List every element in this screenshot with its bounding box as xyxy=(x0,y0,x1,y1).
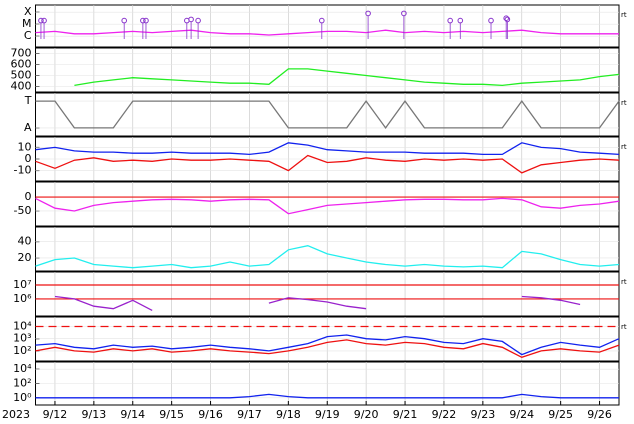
right-label: rt xyxy=(621,323,627,331)
y-tick-label: 10³ xyxy=(13,332,31,345)
x-tick-label: 9/25 xyxy=(548,408,573,421)
y-tick-label: 10⁰ xyxy=(13,391,32,404)
event-marker xyxy=(41,17,47,24)
series-line xyxy=(74,68,620,87)
x-tick-label: 9/15 xyxy=(159,408,184,421)
y-tick-label: 0 xyxy=(25,190,32,203)
event-marker xyxy=(121,17,127,24)
event-marker xyxy=(488,17,494,24)
y-tick-label: 10² xyxy=(13,344,31,357)
x-tick-label: 9/18 xyxy=(276,408,301,421)
series-line xyxy=(35,334,620,356)
x-tick-label: 9/20 xyxy=(354,408,379,421)
y-tick-label: 20 xyxy=(18,251,32,264)
event-marker xyxy=(447,17,453,24)
event-marker xyxy=(457,17,464,24)
x-tick-label: 9/13 xyxy=(81,408,106,421)
y-tick-label: 10⁴ xyxy=(13,320,32,333)
y-tick-label: 10 xyxy=(18,140,32,153)
y-tick-label: 10⁶ xyxy=(13,292,32,305)
x-axis-year: 2023 xyxy=(2,408,30,421)
y-tick-label: 10⁴ xyxy=(13,362,32,375)
y-tick-label: A xyxy=(24,121,32,134)
right-label: rt xyxy=(621,99,627,107)
x-tick-label: 9/12 xyxy=(43,408,68,421)
series-line xyxy=(54,295,581,311)
event-marker xyxy=(319,17,325,24)
y-tick-label: 700 xyxy=(11,47,32,60)
event-marker xyxy=(504,16,511,23)
y-tick-label: 0 xyxy=(25,152,32,165)
y-tick-label: -10 xyxy=(14,164,32,177)
y-tick-label: T xyxy=(24,94,32,107)
event-marker xyxy=(503,15,509,22)
y-tick-label: 600 xyxy=(11,58,32,71)
x-tick-label: 9/21 xyxy=(393,408,418,421)
series-line xyxy=(35,142,620,156)
x-tick-label: 9/14 xyxy=(120,408,145,421)
series-line xyxy=(35,99,620,130)
y-tick-label: 10⁷ xyxy=(13,278,31,291)
y-tick-label: 500 xyxy=(11,69,32,82)
event-marker xyxy=(401,10,407,17)
x-tick-label: 9/23 xyxy=(470,408,495,421)
series-line xyxy=(35,154,620,174)
event-marker xyxy=(143,17,149,24)
series-line xyxy=(35,29,619,36)
right-label: rt xyxy=(621,143,627,151)
right-label: rt xyxy=(621,11,627,19)
y-tick-label: M xyxy=(22,17,32,30)
y-tick-label: X xyxy=(24,5,32,18)
event-marker xyxy=(188,16,194,23)
series-line xyxy=(35,197,620,215)
y-tick-label: -50 xyxy=(14,204,32,217)
y-tick-label: C xyxy=(24,29,32,42)
y-tick-label: 40 xyxy=(18,235,32,248)
series-line xyxy=(35,245,620,269)
x-tick-label: 9/16 xyxy=(198,408,223,421)
y-tick-label: 10² xyxy=(13,377,31,390)
x-tick-label: 9/19 xyxy=(315,408,340,421)
event-marker xyxy=(38,17,44,24)
x-tick-label: 9/17 xyxy=(237,408,262,421)
x-tick-label: 9/26 xyxy=(587,408,612,421)
series-line xyxy=(35,393,619,399)
right-label: rt xyxy=(621,278,627,286)
x-tick-label: 9/24 xyxy=(509,408,534,421)
series-line xyxy=(35,339,620,359)
y-tick-label: 400 xyxy=(11,80,32,93)
x-tick-label: 9/22 xyxy=(432,408,457,421)
event-marker xyxy=(365,10,371,17)
event-marker xyxy=(195,17,201,24)
event-marker xyxy=(140,17,146,24)
